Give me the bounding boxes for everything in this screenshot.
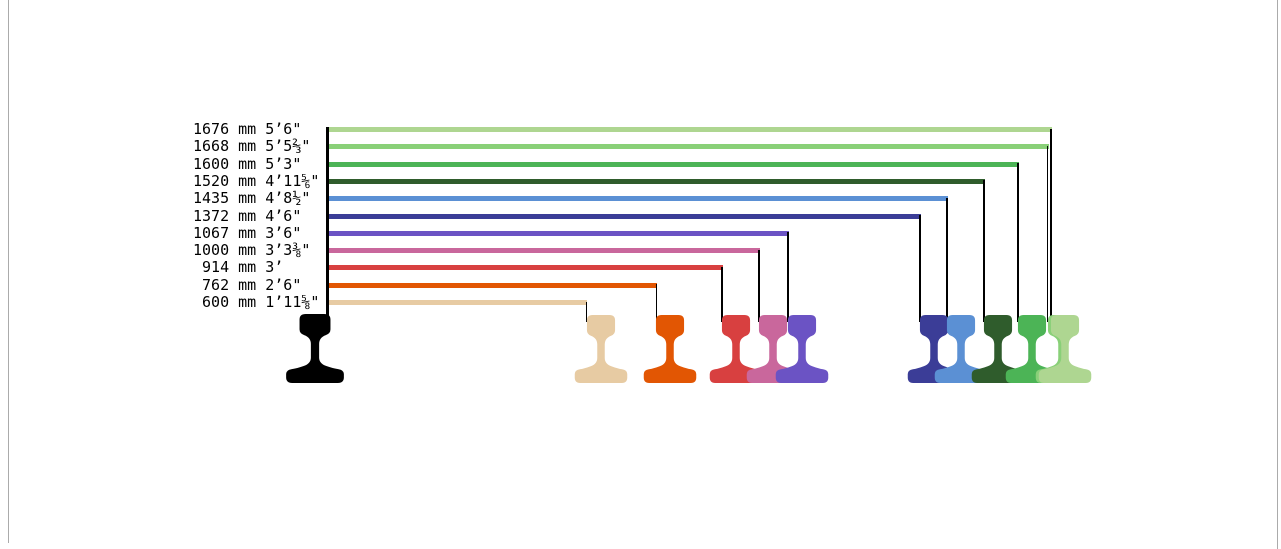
- rail-icon: [775, 315, 829, 383]
- rail-icon: [971, 315, 1024, 383]
- gauge-connector-line: [1050, 128, 1052, 322]
- gauge-label: 1668 mm 5’5⅔": [193, 137, 311, 156]
- gauge-connector-line: [787, 232, 789, 322]
- gauge-label: 1067 mm 3’6": [193, 223, 302, 242]
- gauge-line: [328, 282, 658, 288]
- page-left-border: [8, 0, 9, 543]
- gauge-connector-line: [721, 266, 723, 322]
- gauge-label: 1676 mm 5’6": [193, 120, 302, 138]
- gauge-connector-line: [655, 284, 658, 322]
- gauge-connector-line: [918, 215, 921, 322]
- gauge-connector-line: [1046, 145, 1049, 322]
- gauge-line: [328, 127, 1052, 132]
- gauge-connector-line: [585, 301, 588, 322]
- gauge-line: [328, 230, 790, 236]
- gauge-line: [328, 144, 1049, 150]
- rail-icon: [574, 315, 627, 383]
- rail-icon: [644, 315, 697, 383]
- rail-icon: [907, 315, 961, 383]
- gauge-connector-line: [758, 249, 761, 322]
- gauge-line: [328, 248, 761, 254]
- page-right-border: [1277, 0, 1278, 549]
- gauge-line: [328, 178, 985, 184]
- reference-rail-icon: [285, 314, 344, 383]
- gauge-connector-line: [1017, 163, 1020, 322]
- gauge-label: 1520 mm 4’11⅚": [193, 171, 320, 190]
- gauge-line: [328, 213, 921, 219]
- rail-icon: [746, 315, 800, 383]
- gauge-label: 1435 mm 4’8½": [193, 189, 311, 208]
- gauge-label: 762 mm 2’6": [193, 275, 302, 294]
- gauge-connector-line: [982, 180, 985, 322]
- gauge-label: 914 mm 3’: [193, 258, 284, 277]
- gauge-label: 1600 mm 5’3": [193, 154, 302, 173]
- gauge-line: [328, 196, 948, 202]
- gauge-label: 600 mm 1’11⅝": [193, 293, 320, 311]
- gauge-label: 1372 mm 4’6": [193, 206, 302, 225]
- rail-icon: [934, 315, 988, 383]
- rail-icon: [1005, 315, 1059, 383]
- gauge-label: 1000 mm 3’3⅜": [193, 241, 311, 260]
- reference-rail-inner-face-line: [326, 127, 329, 322]
- rail-icon: [1038, 315, 1092, 383]
- rail-icon: [709, 315, 763, 383]
- gauge-line: [328, 265, 724, 271]
- gauge-line: [328, 300, 588, 305]
- gauge-line: [328, 161, 1020, 167]
- gauge-connector-line: [946, 197, 948, 322]
